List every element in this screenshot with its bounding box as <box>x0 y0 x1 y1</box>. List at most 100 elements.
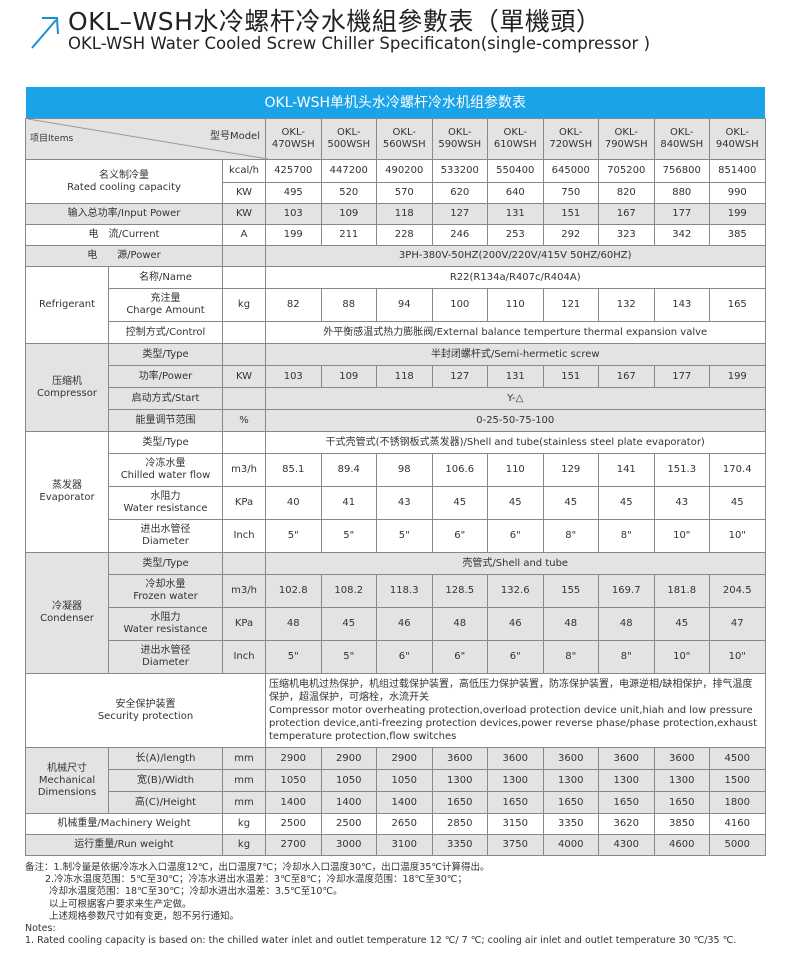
value-cell: 45 <box>487 486 544 520</box>
model-header: OKL- 840WSH <box>653 118 710 160</box>
value-cell: 8" <box>598 519 655 553</box>
unit-cell: KW <box>222 365 266 388</box>
table-row: 启动方式/Start Y-△ <box>26 387 766 410</box>
value-cell: 550400 <box>487 159 544 183</box>
value-cell: 2900 <box>376 747 433 770</box>
value-cell: 204.5 <box>709 574 766 608</box>
value-cell: 5" <box>320 519 377 553</box>
sub-label: 冷却水量 Frozen water <box>108 574 223 608</box>
value-cell: 82 <box>265 288 322 322</box>
sub-label: 进出水管径 Diameter <box>108 640 223 674</box>
value-cell: 118 <box>376 365 433 388</box>
row-label: 电 源/Power <box>25 245 223 267</box>
value-cell: 88 <box>320 288 377 322</box>
value-cell: 4160 <box>709 813 766 835</box>
value-cell: 1300 <box>487 769 544 792</box>
value-cell: 620 <box>431 182 488 204</box>
value-cell: 851400 <box>709 159 766 183</box>
unit-cell: m3/h <box>222 574 266 608</box>
spanned-value: 半封闭螺杆式/Semi-hermetic screw <box>265 343 766 366</box>
value-cell: 990 <box>709 182 766 204</box>
value-cell: 1500 <box>709 769 766 792</box>
value-cell: 10" <box>653 640 710 674</box>
value-cell: 100 <box>431 288 488 322</box>
value-cell: 1650 <box>431 791 488 814</box>
value-cell: 45 <box>542 486 599 520</box>
table-row: 能量调节范围% 0-25-50-75-100 <box>26 409 766 432</box>
value-cell: 103 <box>265 365 322 388</box>
value-cell: 46 <box>487 607 544 641</box>
value-cell: 109 <box>320 365 377 388</box>
row-label: 名义制冷量 Rated cooling capacity <box>25 159 223 204</box>
value-cell: 132 <box>598 288 655 322</box>
sub-label: 水阻力 Water resistance <box>108 607 223 641</box>
value-cell: 2650 <box>376 813 433 835</box>
sub-label: 宽(B)/Width <box>108 769 223 792</box>
value-cell: 8" <box>542 519 599 553</box>
unit-cell <box>222 343 266 366</box>
value-cell: 45 <box>709 486 766 520</box>
value-cell: 48 <box>598 607 655 641</box>
unit-cell: KW <box>222 203 266 225</box>
table-row: 压缩机 Compressor 类型/Type 半封闭螺杆式/Semi-hermeti… <box>25 343 766 432</box>
notes: 备注：1.制冷量是依据冷冻水入口温度12℃，出口温度7℃；冷却水入口温度30℃，… <box>25 862 736 947</box>
arrow-up-right-icon <box>31 17 59 49</box>
value-cell: 45 <box>320 607 377 641</box>
value-cell: 127 <box>431 203 488 225</box>
unit-cell: mm <box>222 769 266 792</box>
value-cell: 820 <box>598 182 655 204</box>
sub-label: 功率/Power <box>108 365 223 388</box>
unit-cell <box>222 321 266 344</box>
table-row: 冷凝器 Condenser 类型/Type 壳管式/Shell and tube <box>25 552 766 674</box>
value-cell: 89.4 <box>320 453 377 487</box>
table-row: 水阻力 Water resistance KPa 40 41 43 45 45 45 45 43 4… <box>26 486 766 520</box>
table-row: 宽(B)/Width mm 1050 1050 1050 1300 1300 1300 1300… <box>26 769 766 792</box>
sub-label: 高(C)/Height <box>108 791 223 814</box>
value-cell: 143 <box>653 288 710 322</box>
value-cell: 880 <box>653 182 710 204</box>
value-cell: 45 <box>431 486 488 520</box>
value-cell: 323 <box>598 224 655 246</box>
table-row: 电 流/Current A 199 211 228 246 253 292 323 342 385 <box>25 224 766 246</box>
value-cell: 425700 <box>265 159 322 183</box>
note-line: 上述规格参数尺寸如有变更，恕不另行通知。 <box>49 910 240 922</box>
row-label: 运行重量/Run weight <box>25 834 223 856</box>
spanned-value: 0-25-50-75-100 <box>265 409 766 432</box>
value-cell: 40 <box>265 486 322 520</box>
value-cell: 4300 <box>598 834 655 856</box>
value-cell: 102.8 <box>265 574 322 608</box>
note-line: 冷却水温度范围：18℃至30℃；冷却水进出水温差：3.5℃至10℃。 <box>49 886 343 898</box>
row-label: 电 流/Current <box>25 224 223 246</box>
row-label: 输入总功率/Input Power <box>25 203 223 225</box>
table-row: 冷却水量 Frozen water m3/h 102.8 108.2 118.3 128.… <box>26 574 766 608</box>
model-header: OKL- 940WSH <box>709 118 766 160</box>
table-row: 安全保护装置 Security protection 压缩机电机过热保护，机组过载… <box>25 673 766 748</box>
sub-label: 冷冻水量 Chilled water flow <box>108 453 223 487</box>
sub-label: 类型/Type <box>108 343 223 366</box>
value-cell: 94 <box>376 288 433 322</box>
spanned-value: 压缩机电机过热保护，机组过载保护装置，高低压力保护装置，防冻保护装置，电源逆相/… <box>265 673 766 748</box>
model-header: OKL- 560WSH <box>376 118 433 160</box>
table-row: 水阻力 Water resistance KPa 48 45 46 48 46 48 48 45 4… <box>26 607 766 641</box>
value-cell: 1300 <box>542 769 599 792</box>
value-cell: 292 <box>542 224 599 246</box>
value-cell: 45 <box>598 486 655 520</box>
value-cell: 167 <box>598 203 655 225</box>
model-header: OKL- 610WSH <box>487 118 544 160</box>
value-cell: 246 <box>431 224 488 246</box>
table-row: 蒸发器 Evaporator 类型/Type 干式壳管式(不锈钢板式蒸发器)/She… <box>25 431 766 553</box>
value-cell: 228 <box>376 224 433 246</box>
spanned-value: Y-△ <box>265 387 766 410</box>
value-cell: 46 <box>376 607 433 641</box>
row-label: 机械重量/Machinery Weight <box>25 813 223 835</box>
value-cell: 177 <box>653 365 710 388</box>
value-cell: 211 <box>320 224 377 246</box>
table-row: 冷冻水量 Chilled water flow m3/h 85.1 89.4 98 106… <box>26 453 766 487</box>
table-row: 进出水管径 Diameter Inch 5" 5" 6" 6" 6" 8" 8" 10" 10" <box>26 640 766 674</box>
value-cell: 155 <box>542 574 599 608</box>
table-row: OKL-WSH单机头水冷螺杆冷水机组参数表 <box>25 87 765 119</box>
unit-cell: kg <box>222 288 266 322</box>
value-cell: 43 <box>653 486 710 520</box>
unit-cell: Inch <box>222 640 266 674</box>
value-cell: 118 <box>376 203 433 225</box>
